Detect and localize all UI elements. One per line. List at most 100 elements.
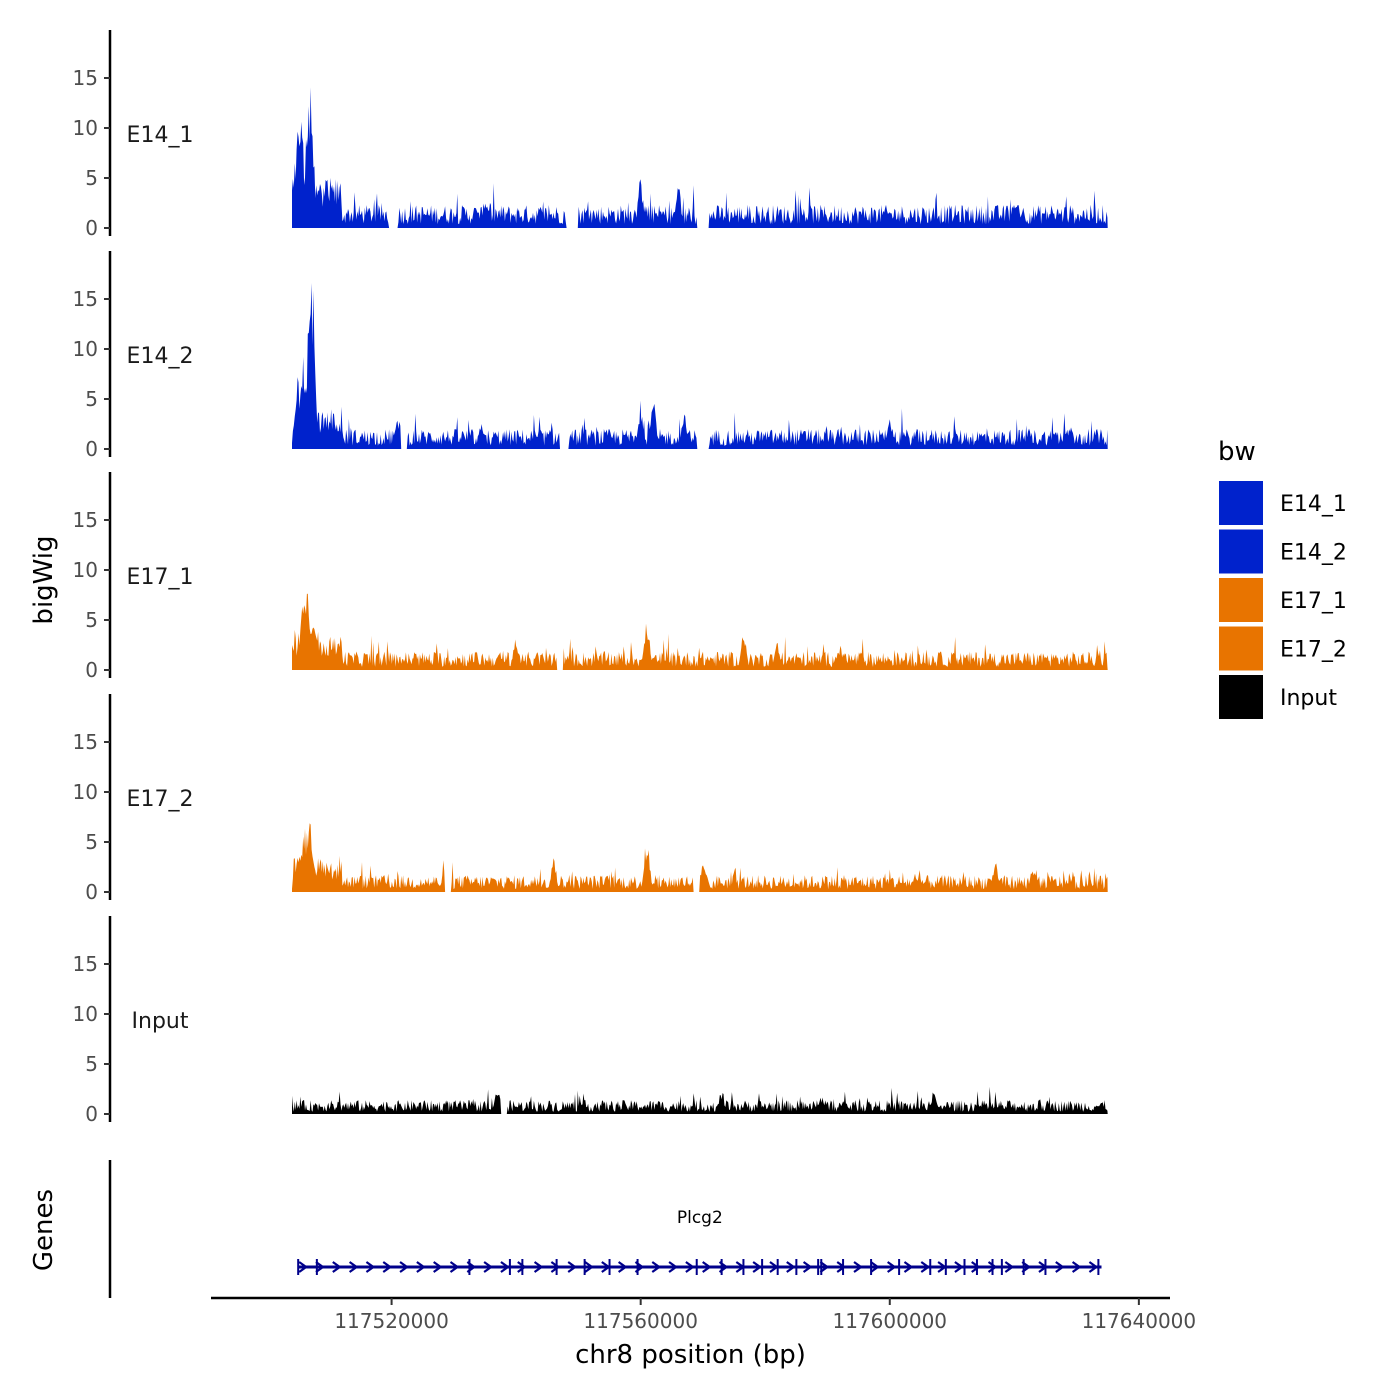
gene-strand-arrow (382, 1261, 393, 1273)
y-tick-label-E17_2-0: 0 (85, 880, 98, 904)
gene-exon (583, 1259, 586, 1275)
gene-strand-arrow (483, 1261, 494, 1273)
gene-strand-arrow (853, 1261, 863, 1273)
gene-exon (817, 1259, 820, 1275)
y-tick-label-E14_1-5: 5 (85, 166, 98, 190)
x-tick-label-117560000: 117560000 (583, 1309, 698, 1333)
gene-exon (555, 1259, 558, 1275)
gene-exon (508, 1259, 511, 1275)
y-tick-label-E14_2-10: 10 (73, 337, 98, 361)
y-tick-label-E14_2-0: 0 (85, 437, 98, 461)
y-tick-label-E14_2-5: 5 (85, 387, 98, 411)
gene-exon (842, 1259, 845, 1275)
gene-strand-arrow (987, 1261, 998, 1273)
x-tick-label-117640000: 117640000 (1082, 1309, 1197, 1333)
x-axis-title: chr8 position (bp) (575, 1340, 806, 1370)
gene-strand-arrow (365, 1261, 376, 1273)
gene-strand-arrow (920, 1261, 931, 1273)
gene-strand-arrow (819, 1261, 830, 1273)
gene-exon (944, 1259, 947, 1275)
area-Input (292, 1086, 1108, 1114)
gene-exon (963, 1259, 966, 1275)
area-E14_1 (292, 87, 1108, 229)
track-label-E17_1: E17_1 (127, 565, 194, 590)
track-label-E17_2: E17_2 (127, 787, 194, 812)
gene-strand-arrow (870, 1261, 880, 1273)
legend-label-E14_1: E14_1 (1280, 492, 1347, 517)
gene-exon (761, 1259, 764, 1275)
gene-strand-arrow (1088, 1261, 1099, 1273)
legend-swatch-E14_2 (1217, 527, 1265, 576)
gene-exon (608, 1259, 611, 1275)
x-tick-label-117600000: 117600000 (833, 1309, 948, 1333)
y-tick-label-E17_2-5: 5 (85, 830, 98, 854)
x-tick-label-117520000: 117520000 (334, 1309, 449, 1333)
y-tick-label-Input-5: 5 (85, 1052, 98, 1076)
y-tick-label-E14_1-10: 10 (73, 116, 98, 140)
gene-exon (695, 1259, 698, 1275)
gene-strand-arrow (971, 1261, 981, 1273)
y-tick-label-E14_1-0: 0 (85, 216, 98, 240)
y-tick-label-E17_2-15: 15 (73, 730, 98, 754)
gene-strand-arrow (954, 1261, 964, 1273)
gene-strand-arrow (903, 1261, 914, 1273)
area-E17_2 (292, 823, 1108, 892)
gene-strand-arrow (617, 1261, 628, 1273)
gene-strand-arrow (348, 1261, 359, 1273)
gene-strand-arrow (752, 1261, 763, 1273)
gene-strand-arrow (550, 1261, 561, 1273)
gene-strand-arrow (1055, 1261, 1065, 1273)
gene-label-Plcg2: Plcg2 (677, 1208, 723, 1228)
track-label-Input: Input (132, 1009, 189, 1034)
y-tick-label-E17_2-10: 10 (73, 780, 98, 804)
gene-strand-arrow (685, 1261, 695, 1273)
gene-strand-arrow (1071, 1261, 1082, 1273)
legend-swatch-E17_1 (1217, 576, 1265, 624)
gene-exon (1097, 1259, 1100, 1275)
gene-exon (720, 1259, 723, 1275)
gene-strand-arrow (533, 1261, 544, 1273)
legend-label-E17_1: E17_1 (1280, 589, 1347, 614)
gene-exon (1000, 1259, 1003, 1275)
gene-exon (929, 1259, 932, 1275)
gene-exon (468, 1259, 471, 1275)
legend-label-E17_2: E17_2 (1280, 638, 1347, 663)
y-tick-label-E14_2-15: 15 (73, 287, 98, 311)
y-tick-label-E17_1-15: 15 (73, 508, 98, 532)
gene-strand-arrow (702, 1261, 712, 1273)
gene-exon (795, 1259, 798, 1275)
gene-exon (297, 1259, 300, 1275)
track-label-E14_1: E14_1 (127, 123, 194, 148)
gene-exon (870, 1259, 873, 1275)
gene-exon (521, 1259, 524, 1275)
gene-strand-arrow (433, 1261, 443, 1273)
gene-exon (776, 1259, 779, 1275)
gene-strand-arrow (836, 1261, 847, 1273)
gene-strand-arrow (416, 1261, 426, 1273)
y-axis-title: bigWig (29, 535, 59, 624)
gene-strand-arrow (668, 1261, 678, 1273)
y-tick-label-Input-15: 15 (73, 952, 98, 976)
gene-strand-arrow (500, 1261, 510, 1273)
y-tick-label-E17_1-10: 10 (73, 558, 98, 582)
gene-exon (315, 1259, 318, 1275)
y-tick-label-Input-10: 10 (73, 1002, 98, 1026)
y-tick-label-E17_1-5: 5 (85, 608, 98, 632)
gene-strand-arrow (786, 1261, 796, 1273)
gene-exon (1044, 1259, 1047, 1275)
gene-exon (820, 1259, 823, 1275)
legend-swatch-E14_1 (1217, 479, 1265, 527)
gene-strand-arrow (315, 1261, 325, 1273)
gene-exon (742, 1259, 745, 1275)
track-label-E14_2: E14_2 (127, 344, 194, 369)
gene-exon (991, 1259, 994, 1275)
gene-strand-arrow (1004, 1261, 1015, 1273)
gene-strand-arrow (517, 1261, 527, 1273)
gene-strand-arrow (887, 1261, 897, 1273)
gene-strand-arrow (802, 1261, 813, 1273)
gene-strand-arrow (399, 1261, 409, 1273)
gene-strand-arrow (651, 1261, 662, 1273)
legend-swatch-E17_2 (1217, 624, 1265, 673)
y-tick-label-Input-0: 0 (85, 1102, 98, 1126)
